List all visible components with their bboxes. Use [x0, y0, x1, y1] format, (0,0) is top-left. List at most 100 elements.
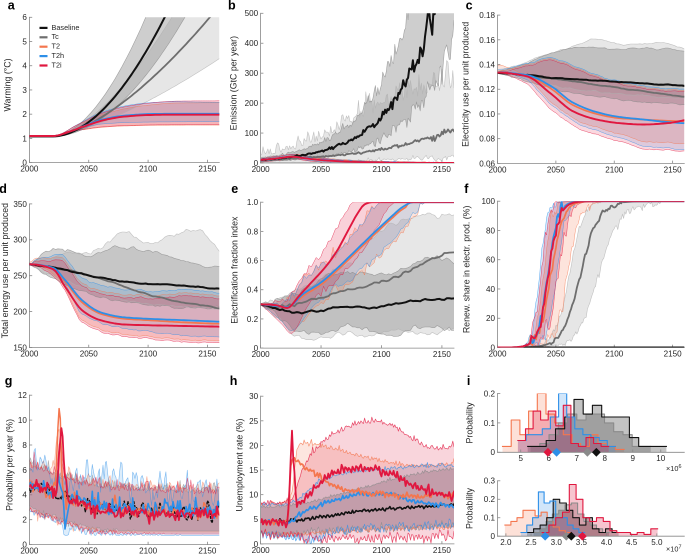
svg-text:10: 10	[249, 491, 259, 500]
svg-text:4.0: 4.0	[601, 538, 613, 547]
svg-text:a: a	[8, 0, 16, 12]
svg-text:5: 5	[254, 515, 259, 524]
svg-text:10: 10	[18, 416, 28, 425]
svg-text:2.5: 2.5	[525, 538, 537, 547]
svg-text:8: 8	[22, 441, 27, 450]
svg-text:6: 6	[679, 464, 682, 470]
svg-text:0.8: 0.8	[247, 227, 259, 236]
svg-text:5.0: 5.0	[651, 538, 663, 547]
svg-text:2100: 2100	[605, 165, 624, 174]
svg-text:0: 0	[22, 541, 27, 550]
svg-text:300: 300	[245, 69, 259, 78]
svg-text:0: 0	[490, 448, 495, 457]
svg-text:30: 30	[249, 392, 259, 401]
svg-text:h: h	[230, 374, 238, 388]
svg-text:60: 60	[486, 256, 496, 265]
svg-text:0.4: 0.4	[247, 286, 259, 295]
svg-text:8: 8	[603, 454, 608, 463]
svg-text:3: 3	[22, 86, 27, 95]
svg-text:2050: 2050	[547, 165, 566, 174]
svg-text:0.2: 0.2	[484, 495, 496, 504]
svg-text:T2h: T2h	[52, 51, 65, 60]
svg-text:2050: 2050	[80, 349, 99, 358]
svg-text:2150: 2150	[433, 165, 452, 174]
svg-text:6: 6	[22, 13, 27, 22]
svg-text:2150: 2150	[433, 546, 452, 555]
svg-text:2: 2	[22, 110, 27, 119]
svg-text:7: 7	[574, 454, 579, 463]
svg-text:2000: 2000	[252, 546, 271, 555]
svg-text:0.6: 0.6	[247, 256, 259, 265]
svg-text:Probability: Probability	[465, 487, 475, 529]
svg-text:4: 4	[22, 491, 27, 500]
svg-text:12: 12	[18, 391, 28, 400]
svg-text:T2i: T2i	[52, 60, 63, 69]
svg-text:Probability per year (%): Probability per year (%)	[4, 419, 14, 511]
svg-text:0.16: 0.16	[479, 36, 495, 45]
svg-text:e: e	[231, 182, 238, 196]
svg-text:0.14: 0.14	[479, 60, 495, 69]
svg-text:0.3: 0.3	[484, 477, 496, 486]
svg-text:2: 2	[22, 516, 27, 525]
svg-text:g: g	[5, 374, 13, 388]
svg-text:Emission (GtC per year): Emission (GtC per year)	[229, 36, 239, 130]
svg-text:2000: 2000	[488, 165, 507, 174]
svg-text:0: 0	[490, 532, 495, 541]
svg-text:0: 0	[490, 343, 495, 352]
svg-text:×10: ×10	[666, 544, 678, 553]
svg-text:25: 25	[249, 417, 259, 426]
svg-text:4: 4	[22, 62, 27, 71]
svg-text:d: d	[0, 182, 7, 196]
svg-text:0.10: 0.10	[479, 110, 495, 119]
svg-text:2100: 2100	[605, 349, 624, 358]
svg-text:7: 7	[679, 544, 682, 550]
svg-text:0.08: 0.08	[479, 135, 495, 144]
svg-text:100: 100	[245, 129, 259, 138]
svg-text:2150: 2150	[198, 349, 217, 358]
svg-text:400: 400	[245, 39, 259, 48]
svg-text:0: 0	[254, 540, 259, 549]
svg-text:0: 0	[254, 159, 259, 168]
svg-text:300: 300	[13, 236, 27, 245]
svg-text:2150: 2150	[433, 350, 452, 359]
svg-text:2000: 2000	[488, 349, 507, 358]
svg-text:2100: 2100	[139, 349, 158, 358]
svg-text:0.06: 0.06	[479, 159, 495, 168]
svg-text:Probability: Probability	[465, 402, 475, 444]
svg-text:T2: T2	[52, 42, 61, 51]
svg-text:250: 250	[13, 272, 27, 281]
svg-text:4.5: 4.5	[626, 538, 638, 547]
svg-text:2150: 2150	[198, 164, 217, 173]
svg-text:2050: 2050	[547, 349, 566, 358]
svg-text:2050: 2050	[312, 546, 331, 555]
svg-text:Baseline: Baseline	[52, 23, 80, 32]
svg-text:0.1: 0.1	[484, 419, 496, 428]
svg-text:2000: 2000	[20, 164, 39, 173]
svg-text:80: 80	[486, 226, 496, 235]
svg-text:2000: 2000	[252, 350, 271, 359]
svg-text:20: 20	[486, 314, 496, 323]
svg-text:2000: 2000	[252, 165, 271, 174]
svg-text:Electricity use per unit produ: Electricity use per unit produced	[460, 22, 470, 147]
svg-text:6: 6	[22, 466, 27, 475]
svg-text:Warming (°C): Warming (°C)	[2, 58, 12, 111]
svg-text:5: 5	[22, 37, 27, 46]
svg-text:2050: 2050	[80, 546, 99, 555]
svg-text:10: 10	[656, 454, 666, 463]
svg-text:3.0: 3.0	[551, 538, 563, 547]
svg-text:0: 0	[22, 159, 27, 168]
svg-text:200: 200	[245, 99, 259, 108]
svg-text:2150: 2150	[664, 349, 683, 358]
svg-text:350: 350	[13, 200, 27, 209]
svg-text:f: f	[464, 182, 469, 196]
svg-text:2150: 2150	[664, 165, 683, 174]
svg-text:i: i	[467, 374, 470, 388]
svg-text:2100: 2100	[372, 350, 391, 359]
svg-text:500: 500	[245, 9, 259, 18]
svg-text:Tc: Tc	[52, 32, 60, 41]
svg-text:0: 0	[254, 344, 259, 353]
svg-text:3.5: 3.5	[576, 538, 588, 547]
svg-text:100: 100	[481, 197, 495, 206]
svg-text:1.0: 1.0	[247, 198, 259, 207]
svg-text:Unemployment rate (%): Unemployment rate (%)	[234, 419, 244, 512]
